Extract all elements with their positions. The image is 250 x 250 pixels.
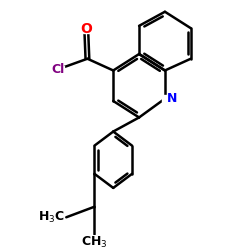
Text: O: O — [80, 22, 92, 36]
FancyBboxPatch shape — [162, 95, 168, 102]
Text: N: N — [167, 92, 178, 105]
Text: CH$_3$: CH$_3$ — [81, 235, 108, 250]
Text: H$_3$C: H$_3$C — [38, 210, 65, 225]
FancyBboxPatch shape — [52, 66, 64, 72]
Text: Cl: Cl — [52, 63, 65, 76]
FancyBboxPatch shape — [83, 26, 89, 33]
